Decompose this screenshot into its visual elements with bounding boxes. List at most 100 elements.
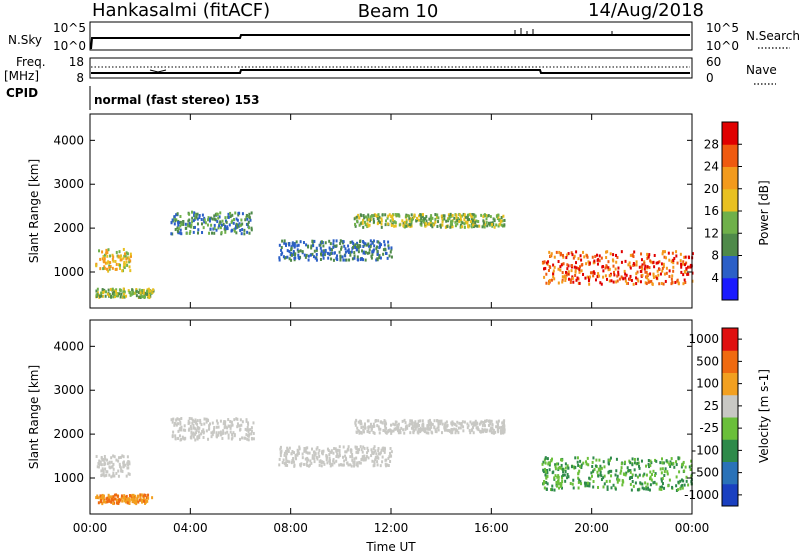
power-echo-cell (657, 273, 660, 277)
power-y-tick-label: 1000 (53, 265, 84, 279)
power-echo-cell (598, 274, 601, 278)
velocity-echo-cell (252, 437, 255, 441)
power-echo-cell (127, 289, 130, 293)
power-echo-cell (390, 215, 393, 219)
velocity-echo-cell (283, 453, 286, 457)
power-echo-cell (632, 262, 635, 266)
power-echo-cell (378, 245, 381, 249)
velocity-echo-cell (134, 495, 137, 499)
power-echo-cell (330, 251, 333, 255)
velocity-echo-cell (356, 426, 359, 430)
velocity-echo-cell (117, 501, 120, 505)
power-echo-cell (377, 213, 380, 217)
velocity-echo-cell (503, 428, 506, 432)
velocity-echo-cell (473, 422, 476, 426)
velocity-echo-cell (620, 469, 623, 473)
power-echo-cell (225, 220, 228, 224)
velocity-echo-cell (355, 418, 358, 422)
power-echo-cell (297, 250, 300, 254)
power-echo-cell (211, 231, 214, 235)
velocity-echo-cell (436, 419, 439, 423)
power-echo-cell (203, 218, 206, 222)
velocity-echo-cell (233, 433, 236, 437)
power-echo-cell (436, 213, 439, 217)
velocity-echo-cell (485, 419, 488, 423)
power-echo-cell (437, 216, 440, 220)
velocity-echo-cell (545, 476, 548, 480)
power-echo-cell (322, 244, 325, 248)
velocity-echo-cell (122, 465, 125, 469)
velocity-echo-cell (193, 426, 196, 430)
power-echo-cell (122, 256, 125, 260)
velocity-echo-cell (490, 431, 493, 435)
power-echo-cell (250, 228, 253, 232)
velocity-echo-cell (296, 451, 299, 455)
velocity-echo-cell (122, 460, 125, 464)
velocity-echo-cell (141, 500, 144, 504)
power-echo-cell (234, 211, 237, 215)
power-echo-cell (628, 261, 631, 265)
power-echo-cell (597, 272, 600, 276)
power-echo-cell (349, 240, 352, 244)
x-tick-label: 20:00 (574, 521, 609, 535)
velocity-echo-cell (188, 416, 191, 420)
power-echo-cell (548, 280, 551, 284)
velocity-echo-cell (196, 437, 199, 441)
power-echo-cell (599, 281, 602, 285)
power-echo-cell (232, 221, 235, 225)
power-echo-cell (670, 260, 673, 264)
velocity-echo-cell (369, 422, 372, 426)
power-echo-cell (394, 221, 397, 225)
velocity-echo-cell (195, 429, 198, 433)
velocity-echo-cell (612, 483, 615, 487)
velocity-echo-cell (180, 417, 183, 421)
power-echo-cell (338, 250, 341, 254)
velocity-echo-cell (649, 475, 652, 479)
power-echo-cell (105, 251, 108, 255)
velocity-echo-cell (313, 450, 316, 454)
velocity-echo-cell (360, 425, 363, 429)
power-echo-cell (140, 294, 143, 298)
power-echo-cell (320, 249, 323, 253)
velocity-echo-cell (188, 427, 191, 431)
power-echo-cell (620, 275, 623, 279)
power-echo-cell (101, 250, 104, 254)
power-echo-cell (119, 254, 122, 258)
velocity-echo-cell (338, 454, 341, 458)
power-echo-cell (111, 253, 114, 257)
power-echo-cell (607, 260, 610, 264)
velocity-echo-cell (128, 500, 131, 504)
power-echo-cell (378, 220, 381, 224)
velocity-echo-cell (543, 486, 546, 490)
power-echo-cell (180, 222, 183, 226)
power-echo-cell (387, 246, 390, 250)
velocity-echo-cell (443, 423, 446, 427)
power-echo-cell (357, 246, 360, 250)
power-echo-cell (288, 250, 291, 254)
power-echo-cell (459, 223, 462, 227)
power-echo-cell (665, 266, 668, 270)
velocity-echo-cell (341, 455, 344, 459)
velocity-echo-cell (550, 459, 553, 463)
velocity-echo-cell (139, 493, 142, 497)
power-echo-cell (609, 252, 612, 256)
cpid-text: normal (fast stereo) 153 (94, 93, 260, 107)
power-echo-cell (615, 280, 618, 284)
velocity-echo-cell (625, 471, 628, 475)
velocity-echo-cell (112, 495, 115, 499)
power-echo-cell (381, 213, 384, 217)
velocity-echo-cell (250, 426, 253, 430)
power-echo-cell (624, 272, 627, 276)
power-echo-cell (450, 221, 453, 225)
power-echo-cell (451, 214, 454, 218)
power-echo-cell (410, 213, 413, 217)
velocity-echo-cell (411, 424, 414, 428)
velocity-echo-cell (331, 463, 334, 467)
power-echo-cell (675, 250, 678, 254)
velocity-echo-cell (681, 463, 684, 467)
velocity-echo-cell (597, 474, 600, 478)
power-echo-cell (307, 258, 310, 262)
power-echo-cell (629, 264, 632, 268)
velocity-echo-cell (373, 460, 376, 464)
